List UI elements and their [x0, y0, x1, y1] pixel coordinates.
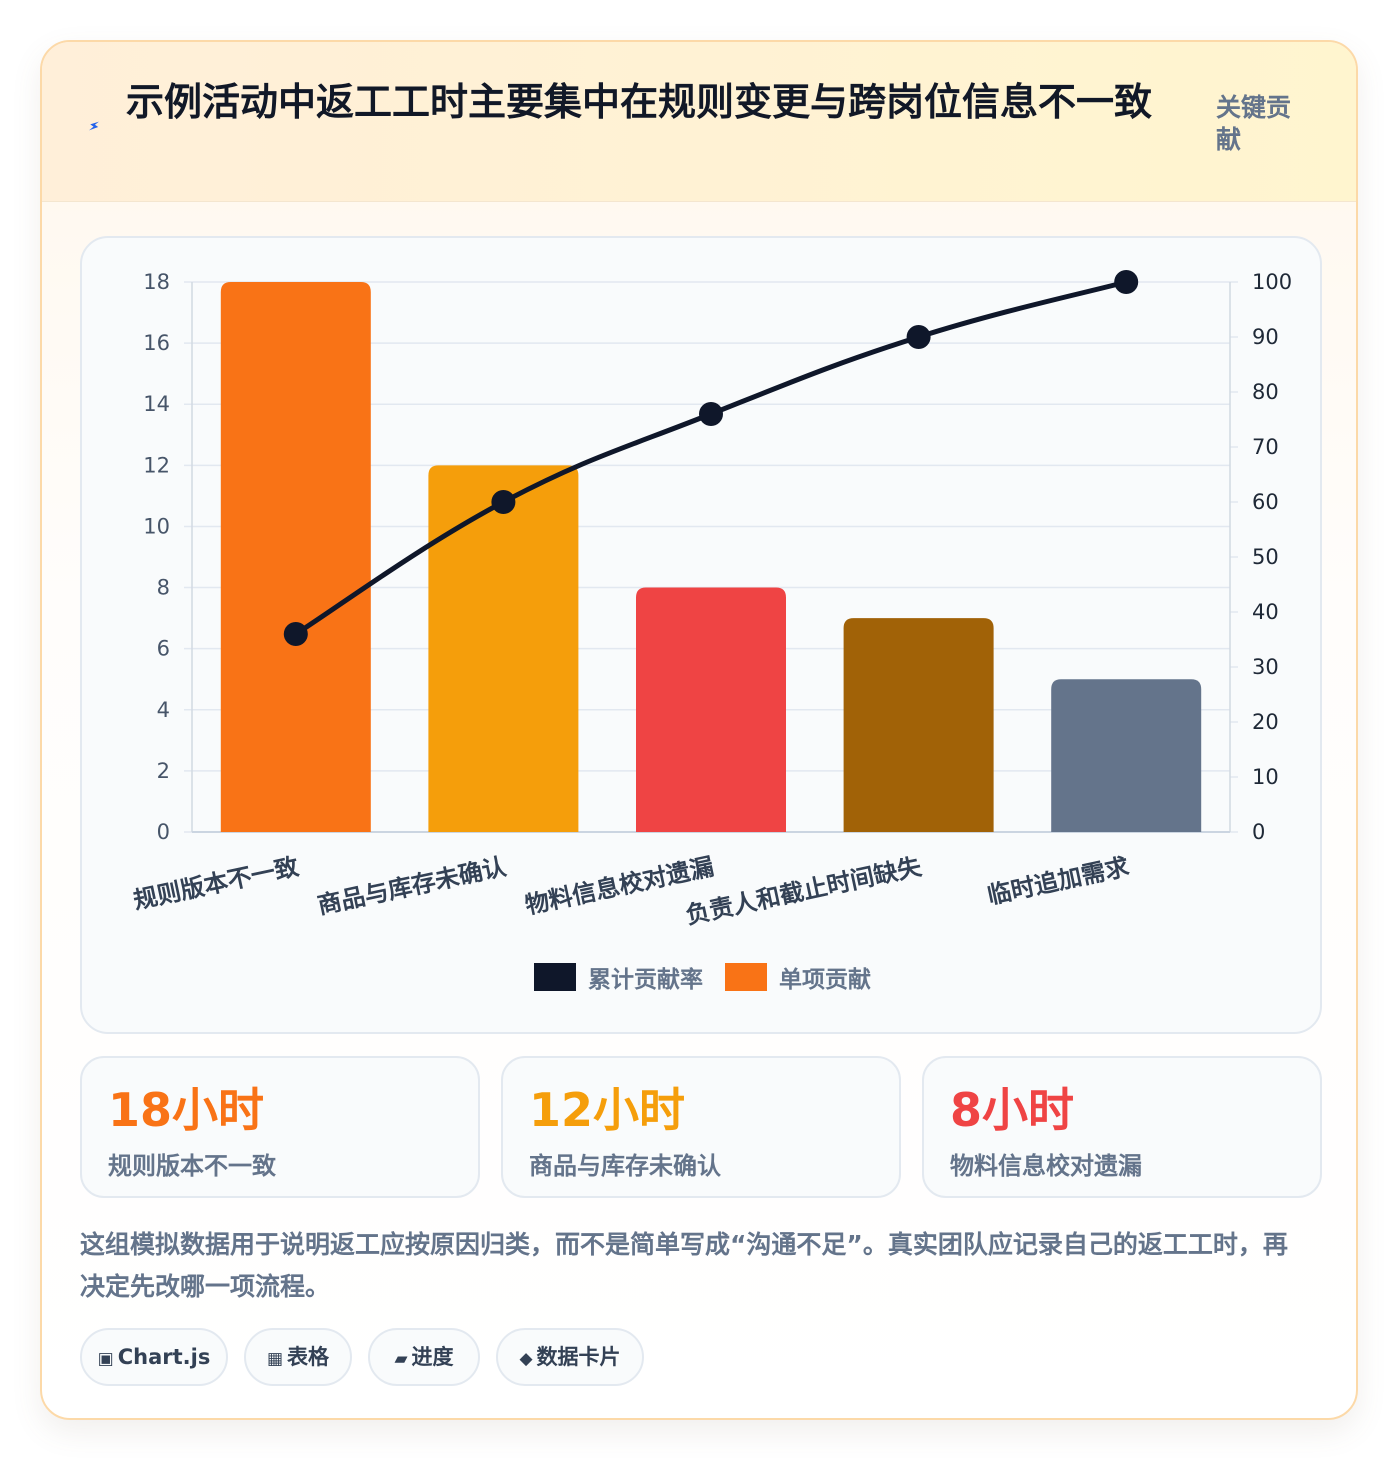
description-text: 这组模拟数据用于说明返工应按原因归类，而不是简单写成“沟通不足”。真实团队应记录… [80, 1230, 1288, 1301]
cumulative-line [293, 279, 1129, 637]
y-left-tick-label: 4 [157, 698, 170, 722]
bar-4 [843, 618, 994, 832]
stat-value: 18小时 [108, 1083, 265, 1137]
chart-icon: ▣ [97, 1349, 114, 1369]
y-left-tick-label: 18 [143, 270, 170, 294]
stat-label: 物料信息校对遗漏 [950, 1152, 1142, 1180]
legend-label: 单项贡献 [779, 967, 871, 993]
y-right-tick-label: 0 [1252, 820, 1265, 844]
tag-data-card[interactable]: ◆ 数据卡片 [496, 1328, 644, 1386]
y-right-tick-label: 40 [1252, 600, 1279, 624]
tag-label: 数据卡片 [536, 1345, 621, 1369]
bolt-icon [89, 121, 99, 131]
progress-icon: ▰ [394, 1349, 408, 1369]
y-left-tick-label: 8 [157, 576, 170, 600]
y-right-tick-label: 30 [1252, 655, 1279, 679]
cumulative-point-4 [906, 325, 931, 349]
legend-swatch [725, 963, 767, 991]
tag-chartjs[interactable]: ▣ Chart.js [80, 1328, 228, 1386]
x-tick-label: 规则版本不一致 [131, 852, 302, 915]
tag-table[interactable]: ▦ 表格 [244, 1328, 352, 1386]
y-left-tick-label: 0 [157, 820, 170, 844]
page-title: 示例活动中返工工时主要集中在规则变更与跨岗位信息不一致 [126, 80, 1153, 124]
y-right-tick-label: 50 [1252, 545, 1279, 569]
legend-label: 累计贡献率 [588, 966, 703, 993]
data-card-icon: ◆ [519, 1349, 533, 1369]
tag-label: 进度 [411, 1345, 454, 1369]
tag-progress[interactable]: ▰ 进度 [368, 1328, 480, 1386]
y-left-tick-label: 14 [143, 392, 170, 416]
stat-label: 规则版本不一致 [108, 1152, 276, 1180]
y-left-tick-label: 6 [157, 637, 170, 661]
y-right-tick-label: 100 [1252, 270, 1292, 294]
pareto-chart: 0 2 4 6 8 10 12 14 16 18 0 10 20 30 40 50 60 70 80 90 100 规则版… [131, 270, 1292, 993]
cumulative-point-5 [1114, 270, 1139, 294]
tag-label: Chart.js [117, 1345, 211, 1369]
x-tick-label: 商品与库存未确认 [315, 852, 509, 919]
card-header: 示例活动中返工工时主要集中在规则变更与跨岗位信息不一致 关键贡献 [42, 42, 1356, 202]
pareto-chart-container: 0 2 4 6 8 10 12 14 16 18 0 10 20 30 40 50 60 70 80 90 100 规则版… [80, 236, 1322, 1034]
cumulative-point-2 [491, 490, 516, 514]
y-right-tick-label: 60 [1252, 490, 1279, 514]
x-tick-label: 临时追加需求 [985, 852, 1132, 909]
stat-card-2: 12小时 商品与库存未确认 [501, 1056, 901, 1198]
tag-label: 表格 [287, 1345, 330, 1369]
stat-value: 8小时 [950, 1083, 1075, 1137]
legend-swatch [534, 963, 576, 991]
bar-1 [220, 282, 371, 832]
y-left-tick-label: 2 [157, 759, 170, 783]
chart-card: 示例活动中返工工时主要集中在规则变更与跨岗位信息不一致 关键贡献 0 2 4 6 8 10… [40, 40, 1358, 1420]
y-left-tick-label: 10 [143, 514, 170, 538]
stat-card-3: 8小时 物料信息校对遗漏 [922, 1056, 1322, 1198]
y-left-tick-label: 12 [143, 453, 170, 477]
y-right-tick-label: 20 [1252, 710, 1279, 734]
y-right-tick-label: 10 [1252, 765, 1279, 789]
bar-2 [428, 465, 579, 832]
cumulative-point-1 [283, 622, 308, 646]
table-icon: ▦ [266, 1349, 284, 1369]
stat-card-1: 18小时 规则版本不一致 [80, 1056, 480, 1198]
bar-3 [636, 587, 786, 832]
bar-5 [1051, 679, 1202, 832]
y-right-tick-label: 70 [1252, 435, 1279, 459]
y-left-tick-label: 16 [143, 331, 170, 355]
stat-value: 12小时 [529, 1083, 686, 1137]
y-right-tick-label: 80 [1252, 380, 1279, 404]
y-right-tick-label: 90 [1252, 325, 1279, 349]
x-tick-label: 负责人和截止时间缺失 [683, 852, 925, 929]
key-contribution-badge: 关键贡献 [1216, 93, 1292, 154]
stat-label: 商品与库存未确认 [529, 1152, 721, 1180]
cumulative-point-3 [699, 402, 723, 426]
